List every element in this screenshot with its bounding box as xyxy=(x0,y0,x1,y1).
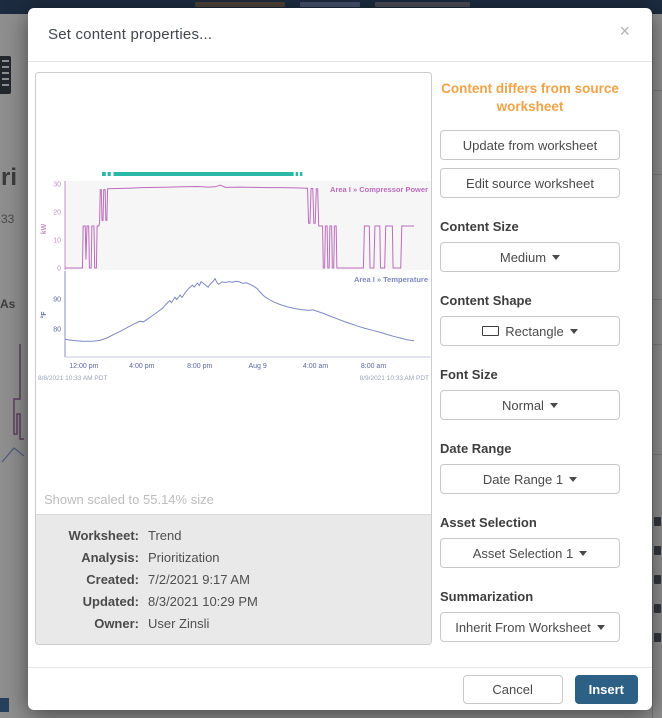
chevron-down-icon xyxy=(596,624,605,630)
chevron-down-icon xyxy=(552,254,561,260)
svg-text:12:00 pm: 12:00 pm xyxy=(69,363,98,370)
meta-label: Created: xyxy=(86,572,139,587)
dimmed-topbar-text xyxy=(195,2,285,7)
dialog-title: Set content properties... xyxy=(48,26,213,43)
cancel-button[interactable]: Cancel xyxy=(462,674,563,704)
svg-text:kW: kW xyxy=(41,223,48,234)
dimmed-row-icon xyxy=(654,575,661,584)
dimmed-trend-line xyxy=(1,344,25,463)
meta-value: Prioritization xyxy=(148,550,220,565)
summarization-dropdown[interactable]: Inherit From Worksheet xyxy=(440,612,620,643)
dimmed-text-fragment: ri xyxy=(1,164,18,191)
date-range-dropdown[interactable]: Date Range 1 xyxy=(440,464,620,495)
svg-text:8:00 pm: 8:00 pm xyxy=(187,363,212,370)
content-shape-dropdown[interactable]: Rectangle xyxy=(440,316,620,347)
content-differs-warning: Content differs from source worksheet xyxy=(441,81,619,115)
dimmed-row-icon xyxy=(654,517,661,526)
content-preview: 0 10 20 30 kW Area I » Compressor Power 80 90 °F… xyxy=(35,72,432,645)
dimmed-ui-fragment xyxy=(0,698,9,712)
meta-label: Analysis: xyxy=(81,550,139,565)
svg-text:Area I » Compressor Power: Area I » Compressor Power xyxy=(330,185,428,194)
svg-text:10: 10 xyxy=(53,238,61,245)
svg-text:30: 30 xyxy=(53,182,61,189)
svg-text:8:00 am: 8:00 am xyxy=(361,363,386,370)
meta-row-created: Created: 7/2/2021 9:17 AM xyxy=(36,569,431,591)
dimmed-divider xyxy=(652,14,653,718)
trend-preview-chart: 0 10 20 30 kW Area I » Compressor Power 80 90 °F… xyxy=(38,172,431,382)
asset-selection-dropdown[interactable]: Asset Selection 1 xyxy=(440,538,620,569)
dialog-footer: Cancel Insert xyxy=(28,667,652,710)
dimmed-background-left: ri 33 As xyxy=(0,14,28,718)
meta-label: Updated: xyxy=(82,594,139,609)
dropdown-value: Medium xyxy=(499,249,547,265)
worksheet-metadata-panel: Worksheet: Trend Analysis: Prioritizatio… xyxy=(36,514,431,644)
meta-value: User Zinsli xyxy=(148,616,210,631)
meta-row-analysis: Analysis: Prioritization xyxy=(36,547,431,569)
svg-text:20: 20 xyxy=(53,210,61,217)
svg-text:0: 0 xyxy=(57,266,61,273)
meta-label: Worksheet: xyxy=(68,528,139,543)
font-size-label: Font Size xyxy=(440,367,498,383)
dimmed-background-right xyxy=(652,14,662,718)
trend-preview: 0 10 20 30 kW Area I » Compressor Power 80 90 °F… xyxy=(36,169,431,392)
dimmed-topbar-text xyxy=(375,2,470,7)
meta-row-updated: Updated: 8/3/2021 10:29 PM xyxy=(36,591,431,613)
svg-text:80: 80 xyxy=(53,327,61,334)
dropdown-value: Inherit From Worksheet xyxy=(455,619,591,635)
dialog-body: 0 10 20 30 kW Area I » Compressor Power 80 90 °F… xyxy=(28,62,652,667)
svg-text:°F: °F xyxy=(40,311,48,319)
dropdown-value: Date Range 1 xyxy=(482,471,564,487)
dimmed-row-icon xyxy=(654,604,661,613)
dimmed-table-icon xyxy=(0,56,11,94)
content-size-dropdown[interactable]: Medium xyxy=(440,242,620,273)
chevron-down-icon xyxy=(569,328,578,334)
meta-value: 7/2/2021 9:17 AM xyxy=(148,572,250,587)
svg-text:4:00 pm: 4:00 pm xyxy=(129,363,154,370)
update-from-worksheet-button[interactable]: Update from worksheet xyxy=(440,130,620,161)
content-size-label: Content Size xyxy=(440,219,519,235)
meta-label: Owner: xyxy=(94,616,139,631)
rectangle-shape-icon xyxy=(482,326,500,337)
svg-text:8/8/2021 10:33 AM PDT: 8/8/2021 10:33 AM PDT xyxy=(38,375,107,382)
asset-selection-label: Asset Selection xyxy=(440,515,537,531)
chevron-down-icon xyxy=(569,476,578,482)
chevron-down-icon xyxy=(579,550,588,556)
meta-value: Trend xyxy=(148,528,182,543)
dropdown-value: Rectangle xyxy=(505,323,564,339)
dimmed-text-fragment: 33 xyxy=(1,212,15,226)
summarization-label: Summarization xyxy=(440,589,534,605)
meta-row-worksheet: Worksheet: Trend xyxy=(36,525,431,547)
chevron-down-icon xyxy=(549,402,558,408)
date-range-label: Date Range xyxy=(440,441,512,457)
meta-row-owner: Owner: User Zinsli xyxy=(36,613,431,635)
insert-button[interactable]: Insert xyxy=(574,674,638,704)
dimmed-topbar-text xyxy=(300,2,360,7)
dialog-header: Set content properties... × xyxy=(28,8,652,62)
content-shape-label: Content Shape xyxy=(440,293,532,309)
meta-value: 8/3/2021 10:29 PM xyxy=(148,594,258,609)
svg-text:Aug 9: Aug 9 xyxy=(248,363,266,370)
svg-text:90: 90 xyxy=(53,297,61,304)
dimmed-row-icon xyxy=(654,546,661,555)
dimmed-row-icon xyxy=(654,633,661,642)
svg-text:4:00 am: 4:00 am xyxy=(303,363,328,370)
options-panel: Content differs from source worksheet Up… xyxy=(440,72,620,643)
dropdown-value: Normal xyxy=(502,397,544,413)
dropdown-value: Asset Selection 1 xyxy=(472,545,574,561)
font-size-dropdown[interactable]: Normal xyxy=(440,390,620,421)
edit-source-worksheet-button[interactable]: Edit source worksheet xyxy=(440,168,620,199)
set-content-properties-dialog: Set content properties... × 0 10 20 30 kW Are… xyxy=(28,8,652,710)
svg-text:Area I » Temperature: Area I » Temperature xyxy=(354,275,428,284)
close-icon[interactable]: × xyxy=(619,21,630,41)
svg-text:8/9/2021 10:33 AM PDT: 8/9/2021 10:33 AM PDT xyxy=(360,375,429,382)
scale-note: Shown scaled to 55.14% size xyxy=(44,492,214,507)
dimmed-text-fragment: As xyxy=(0,297,16,311)
